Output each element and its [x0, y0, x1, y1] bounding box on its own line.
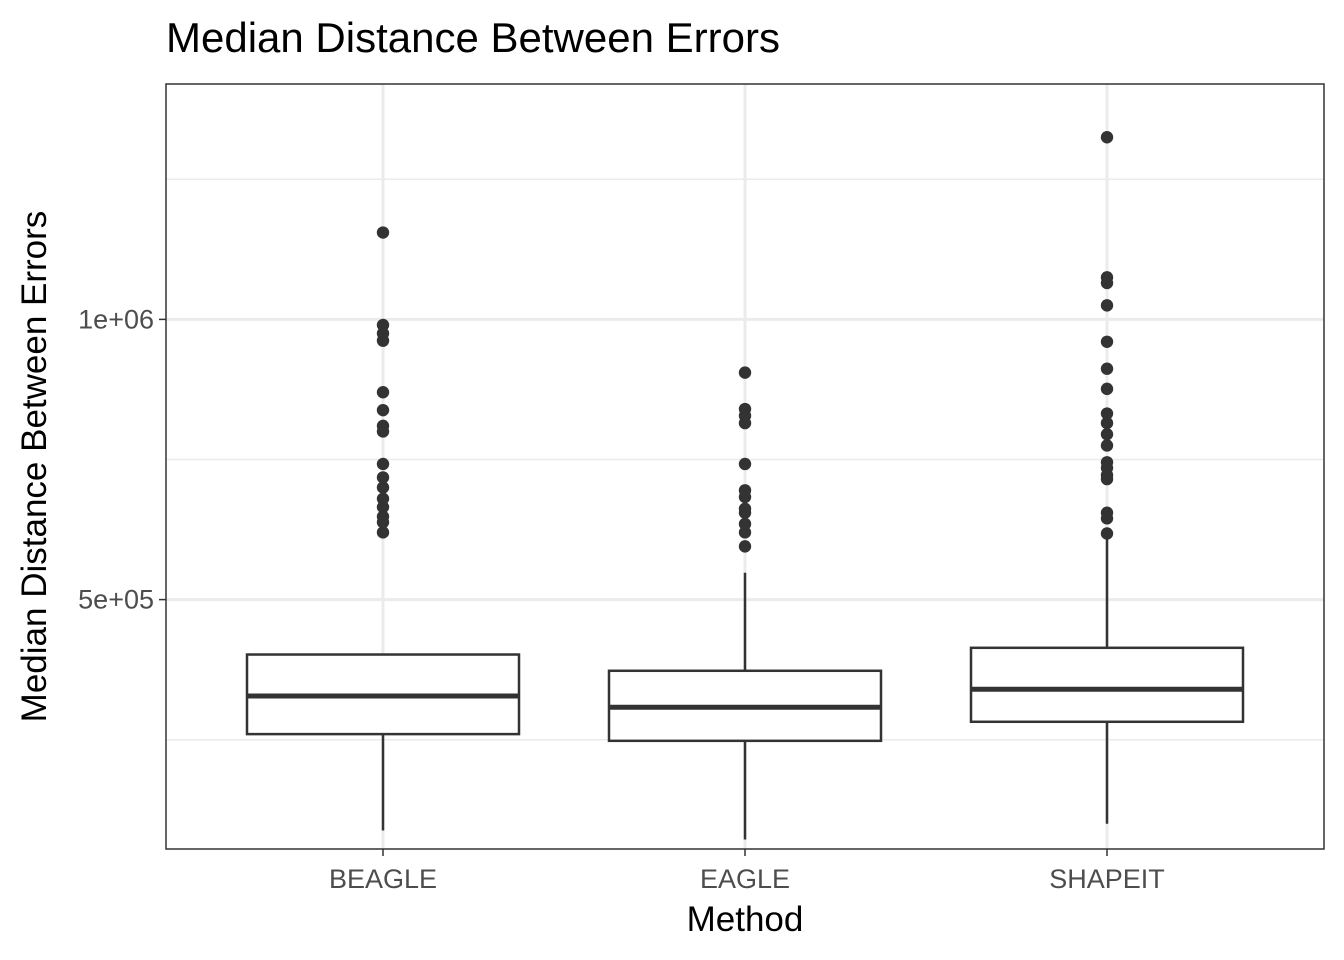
- outlier-point-beagle-12: [376, 500, 390, 514]
- x-axis-title: Method: [687, 900, 804, 939]
- outlier-point-beagle-8: [376, 457, 390, 471]
- outlier-point-shapeit-4: [1100, 335, 1114, 349]
- outlier-point-shapeit-2: [1100, 276, 1114, 290]
- box-shapeit: [969, 535, 1245, 824]
- x-tick-label-beagle: BEAGLE: [329, 864, 437, 894]
- y-axis: 5e+05 1e+06: [78, 304, 166, 615]
- x-tick-label-shapeit: SHAPEIT: [1049, 864, 1165, 894]
- outlier-point-beagle-0: [376, 226, 390, 239]
- outlier-point-shapeit-17: [1100, 527, 1114, 540]
- outlier-point-beagle-14: [376, 516, 390, 529]
- outlier-point-eagle-4: [738, 457, 752, 471]
- box-beagle: [245, 653, 521, 831]
- outlier-point-shapeit-3: [1100, 299, 1114, 312]
- x-tick-label-eagle: EAGLE: [700, 864, 790, 894]
- chart-title: Median Distance Between Errors: [166, 14, 780, 61]
- outlier-point-shapeit-9: [1100, 428, 1114, 441]
- outlier-point-beagle-3: [376, 334, 390, 347]
- outlier-point-beagle-4: [376, 386, 390, 399]
- outlier-points: [376, 131, 1114, 553]
- outlier-point-beagle-9: [376, 471, 390, 484]
- y-tick-label-0: 5e+05: [78, 585, 154, 615]
- outlier-point-beagle-15: [376, 526, 390, 539]
- outlier-point-eagle-11: [738, 540, 752, 553]
- outlier-point-beagle-5: [376, 403, 390, 417]
- outlier-point-shapeit-7: [1100, 407, 1114, 420]
- outlier-point-shapeit-5: [1100, 362, 1114, 375]
- outlier-point-beagle-10: [376, 481, 390, 494]
- outlier-point-shapeit-14: [1100, 472, 1114, 486]
- y-tick-label-1: 1e+06: [78, 304, 154, 334]
- outlier-point-shapeit-10: [1100, 439, 1114, 452]
- outlier-point-shapeit-8: [1100, 416, 1114, 430]
- iqr-box-shapeit: [969, 646, 1245, 724]
- y-axis-title: Median Distance Between Errors: [15, 211, 54, 723]
- box-eagle: [607, 572, 883, 840]
- outlier-point-beagle-7: [376, 425, 390, 438]
- x-axis: BEAGLE EAGLE SHAPEIT: [329, 849, 1165, 894]
- outlier-point-eagle-8: [738, 506, 752, 519]
- outlier-point-shapeit-6: [1100, 382, 1114, 396]
- outlier-point-eagle-3: [738, 416, 752, 430]
- outlier-point-eagle-10: [738, 526, 752, 539]
- outlier-point-eagle-6: [738, 490, 752, 504]
- outlier-point-shapeit-0: [1100, 131, 1114, 144]
- boxes: [245, 535, 1245, 840]
- outlier-point-eagle-0: [738, 366, 752, 379]
- outlier-point-shapeit-16: [1100, 512, 1114, 525]
